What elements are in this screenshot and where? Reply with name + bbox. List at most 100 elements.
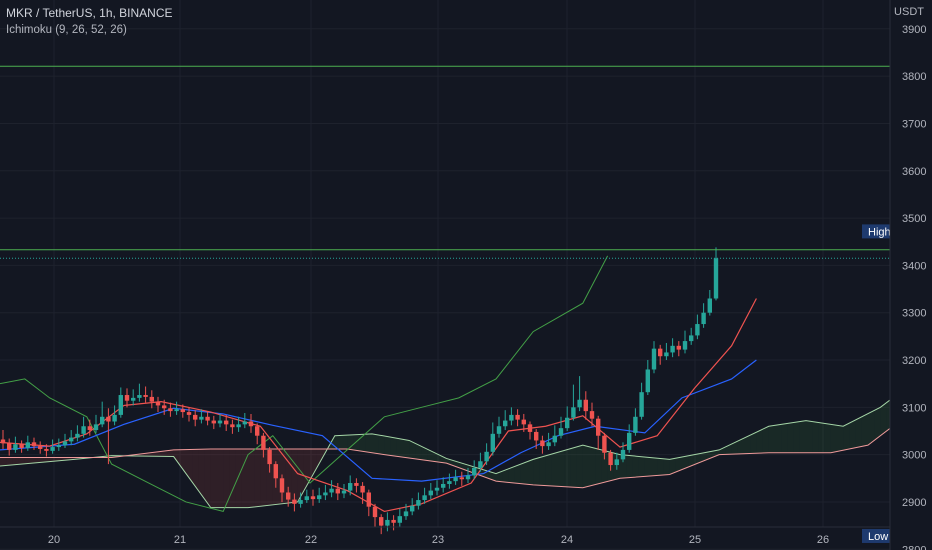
cloud-segment	[787, 422, 794, 453]
candle-body	[496, 426, 502, 434]
candle	[465, 467, 471, 484]
candle	[186, 407, 192, 422]
candle-body	[242, 421, 247, 425]
cloud-segment	[341, 435, 348, 449]
cloud-segment	[514, 464, 521, 484]
candle	[341, 483, 347, 499]
candle	[279, 474, 285, 502]
candle	[651, 341, 657, 374]
cloud-segment	[768, 425, 775, 453]
candle-body	[50, 447, 55, 451]
candle-body	[627, 432, 632, 450]
candle	[379, 514, 384, 535]
cloud-segment	[756, 429, 763, 454]
candle	[620, 442, 626, 463]
cloud-segment	[545, 454, 552, 486]
candle-body	[323, 492, 328, 496]
candle	[428, 483, 433, 500]
candle	[552, 425, 557, 447]
candle	[193, 410, 198, 427]
cloud-segment	[682, 455, 689, 470]
candle-body	[224, 420, 229, 425]
cloud-segment	[427, 449, 434, 462]
candle-body	[658, 348, 663, 357]
conversion-line	[0, 298, 757, 513]
candle	[174, 401, 179, 415]
candle-body	[552, 435, 557, 443]
candle	[56, 438, 61, 451]
cloud-segment	[576, 445, 583, 488]
candle-body	[527, 424, 533, 432]
candle	[360, 482, 365, 504]
candle	[490, 422, 495, 456]
cloud-segment	[353, 434, 360, 451]
candle	[422, 487, 427, 504]
candle-body	[397, 516, 402, 523]
symbol-title[interactable]: MKR / TetherUS, 1h, BINANCE	[6, 6, 173, 20]
x-tick-label: 20	[48, 534, 60, 546]
candle-body	[695, 324, 700, 336]
cloud-segment	[173, 449, 180, 466]
candle-body	[391, 519, 396, 523]
cloud-segment	[186, 449, 193, 483]
candle-body	[75, 433, 80, 438]
candle	[385, 512, 390, 532]
candle	[509, 407, 514, 426]
cloud-segment	[700, 452, 707, 463]
y-tick-label: 3700	[902, 118, 926, 130]
candle	[335, 483, 340, 501]
candle	[205, 411, 210, 426]
candle	[149, 390, 154, 409]
candle-body	[100, 416, 105, 425]
candle-body	[193, 414, 198, 420]
cloud-segment	[750, 432, 757, 454]
cloud-segment	[49, 457, 56, 462]
cloud-segment	[520, 461, 527, 485]
cloud-segment	[663, 458, 670, 475]
candle-body	[620, 449, 626, 460]
candle-body	[484, 451, 489, 462]
cloud-segment	[210, 448, 217, 508]
cloud-segment	[390, 437, 397, 457]
candle	[403, 503, 409, 520]
cloud-segment	[223, 448, 230, 508]
candle-body	[56, 445, 61, 448]
candle-body	[558, 428, 564, 436]
candle-body	[608, 452, 613, 466]
candle	[366, 489, 371, 517]
cloud-segment	[18, 457, 25, 465]
candle-body	[651, 348, 657, 370]
candle-body	[81, 426, 86, 434]
y-tick-label: 3300	[902, 308, 926, 320]
candle-body	[267, 449, 272, 465]
candle-body	[168, 408, 173, 412]
candle	[317, 487, 322, 503]
currency-label[interactable]: USDT	[894, 6, 924, 18]
cloud-segment	[533, 457, 540, 486]
cloud-segment	[285, 448, 292, 504]
cloud-segment	[235, 448, 242, 508]
candle-body	[87, 426, 92, 431]
cloud-segment	[31, 457, 38, 464]
candle	[546, 432, 551, 450]
candle	[410, 498, 415, 516]
candle-body	[19, 444, 24, 449]
y-tick-label: 3400	[902, 260, 926, 272]
indicator-title[interactable]: Ichimoku (9, 26, 52, 26)	[6, 24, 127, 36]
candle	[329, 480, 334, 498]
candle-body	[255, 426, 260, 436]
candle	[286, 486, 291, 507]
cloud-segment	[818, 422, 825, 453]
candle-body	[478, 461, 483, 468]
candle-body	[577, 399, 582, 408]
candle-body	[713, 258, 719, 299]
candle	[236, 416, 241, 432]
cloud-segment	[539, 455, 546, 486]
candle	[261, 432, 266, 458]
candle-body	[633, 416, 638, 433]
candle	[348, 475, 353, 496]
cloud-segment	[204, 448, 211, 508]
